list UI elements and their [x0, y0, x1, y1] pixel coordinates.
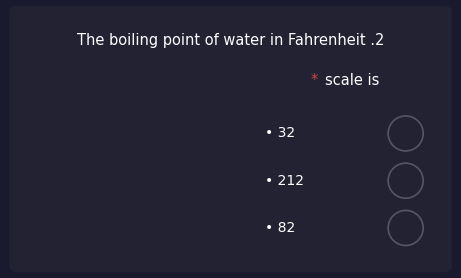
- Text: *: *: [311, 73, 318, 88]
- Ellipse shape: [388, 163, 423, 198]
- Text: scale is: scale is: [325, 73, 379, 88]
- FancyBboxPatch shape: [9, 6, 452, 272]
- Text: • 212: • 212: [265, 174, 304, 188]
- Text: • 82: • 82: [265, 221, 296, 235]
- Text: The boiling point of water in Fahrenheit .2: The boiling point of water in Fahrenheit…: [77, 33, 384, 48]
- Text: • 32: • 32: [265, 126, 295, 140]
- Ellipse shape: [388, 116, 423, 151]
- Ellipse shape: [388, 210, 423, 245]
